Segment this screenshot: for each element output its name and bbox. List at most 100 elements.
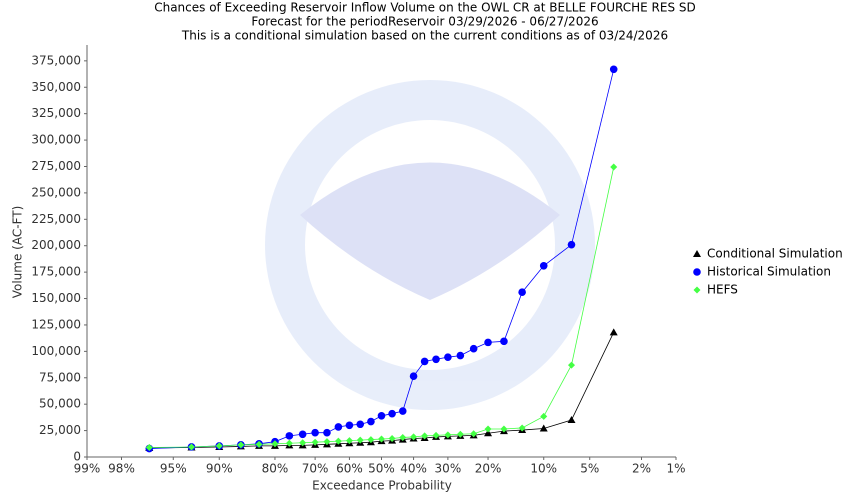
y-tick-label: 325,000	[31, 106, 81, 120]
x-tick-label: 1%	[666, 462, 685, 476]
x-tick-label: 95%	[160, 462, 187, 476]
point	[539, 261, 548, 270]
legend-label: Historical Simulation	[707, 265, 831, 279]
y-tick-label: 375,000	[31, 53, 81, 67]
y-tick-label: 125,000	[31, 317, 81, 331]
x-tick-label: 80%	[262, 462, 289, 476]
chart-subtitle: This is a conditional simulation based o…	[181, 29, 668, 43]
x-tick-label: 20%	[475, 462, 502, 476]
x-tick-label: 50%	[368, 462, 395, 476]
y-axis-label: Volume (AC-FT)	[11, 206, 25, 299]
point	[610, 163, 618, 171]
y-tick-label: 50,000	[39, 397, 81, 411]
point	[367, 417, 375, 426]
y-tick-label: 200,000	[31, 238, 81, 252]
watermark	[265, 80, 595, 410]
point	[255, 440, 263, 448]
point	[377, 412, 386, 420]
y-tick-label: 75,000	[39, 370, 81, 384]
y-tick-label: 0	[73, 450, 81, 464]
point	[388, 409, 396, 418]
point	[388, 435, 396, 443]
x-tick-label: 30%	[435, 462, 462, 476]
x-tick-label: 2%	[632, 462, 651, 476]
point	[299, 439, 307, 447]
point	[484, 338, 492, 347]
point	[470, 430, 478, 438]
point	[421, 432, 429, 440]
point	[567, 416, 576, 424]
point	[323, 428, 331, 437]
legend-label: HEFS	[707, 283, 738, 297]
y-tick-label: 300,000	[31, 133, 81, 147]
point	[609, 65, 618, 74]
point	[356, 436, 364, 444]
y-tick-label: 350,000	[31, 80, 81, 94]
point	[271, 440, 279, 448]
x-axis-label: Exceedance Probability	[312, 479, 452, 493]
point	[469, 344, 478, 353]
legend-marker	[693, 250, 701, 257]
point	[237, 441, 245, 449]
point	[345, 437, 353, 445]
point	[518, 288, 526, 297]
point	[432, 355, 440, 364]
point	[410, 433, 418, 441]
point	[540, 412, 548, 420]
point	[188, 443, 196, 451]
point	[334, 437, 342, 445]
point	[367, 436, 375, 444]
legend-label: Conditional Simulation	[707, 247, 843, 261]
point	[409, 372, 418, 380]
y-tick-label: 175,000	[31, 265, 81, 279]
point	[518, 424, 526, 432]
point	[484, 429, 493, 437]
point	[311, 438, 319, 446]
legend-marker	[693, 268, 701, 276]
x-tick-label: 10%	[530, 462, 557, 476]
point	[145, 443, 153, 451]
point	[345, 421, 354, 430]
point	[500, 337, 508, 346]
point	[567, 361, 575, 369]
point	[285, 439, 293, 447]
point	[444, 431, 452, 439]
point	[378, 435, 385, 443]
point	[500, 425, 508, 433]
x-tick-label: 5%	[580, 462, 599, 476]
point	[432, 431, 440, 439]
x-tick-label: 70%	[302, 462, 329, 476]
point	[334, 423, 343, 431]
point	[609, 328, 618, 336]
point	[311, 428, 319, 437]
x-tick-label: 99%	[74, 462, 101, 476]
point	[539, 424, 548, 432]
y-tick-label: 25,000	[39, 423, 81, 437]
y-tick-label: 275,000	[31, 159, 81, 173]
y-tick-label: 150,000	[31, 291, 81, 305]
point	[298, 430, 307, 439]
point	[398, 407, 407, 415]
point	[399, 433, 407, 441]
point	[456, 351, 465, 360]
x-tick-label: 60%	[336, 462, 363, 476]
point	[456, 430, 464, 438]
legend-marker	[693, 286, 701, 294]
point	[567, 240, 576, 249]
y-tick-label: 100,000	[31, 344, 81, 358]
point	[323, 438, 331, 446]
point	[444, 353, 452, 361]
point	[285, 432, 294, 440]
point	[215, 442, 223, 450]
chart-title: Chances of Exceeding Reservoir Inflow Vo…	[154, 1, 696, 15]
x-tick-label: 90%	[206, 462, 233, 476]
point	[420, 357, 429, 366]
point	[356, 420, 365, 429]
point	[484, 425, 492, 433]
chart-subtitle: Forecast for the periodReservoir 03/29/2…	[251, 15, 598, 29]
y-tick-label: 250,000	[31, 185, 81, 199]
x-tick-label: 98%	[108, 462, 135, 476]
y-tick-label: 225,000	[31, 212, 81, 226]
x-tick-label: 40%	[400, 462, 427, 476]
